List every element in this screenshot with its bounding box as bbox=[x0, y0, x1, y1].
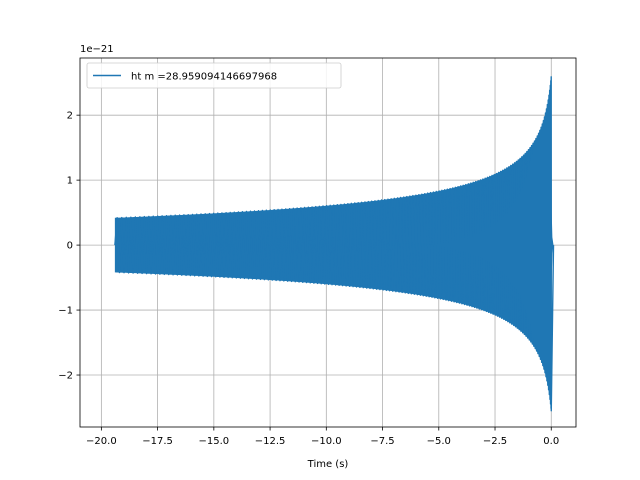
x-tick-label: −17.5 bbox=[142, 436, 173, 447]
y-tick-label: 1 bbox=[67, 176, 73, 187]
x-tick-label: −20.0 bbox=[86, 436, 117, 447]
x-tick-label: −10.0 bbox=[311, 436, 342, 447]
y-tick-label: −2 bbox=[58, 371, 73, 382]
x-axis-ticks: −20.0 −17.5 −15.0 −12.5 −10.0 −7.5 −5.0 −2.5 0.0 bbox=[86, 427, 559, 447]
x-tick-label: −5.0 bbox=[427, 436, 451, 447]
x-tick-label: −2.5 bbox=[483, 436, 507, 447]
y-axis-scale-label: 1e−21 bbox=[80, 44, 114, 55]
y-tick-label: 0 bbox=[67, 241, 73, 252]
y-tick-label: −1 bbox=[58, 306, 73, 317]
x-tick-label: −12.5 bbox=[255, 436, 286, 447]
x-axis-label: Time (s) bbox=[307, 459, 349, 470]
x-tick-label: −7.5 bbox=[370, 436, 394, 447]
legend: ht m =28.959094146697968 bbox=[86, 62, 342, 89]
x-tick-label: 0.0 bbox=[543, 436, 559, 447]
legend-box bbox=[86, 62, 342, 89]
y-tick-label: 2 bbox=[67, 111, 73, 122]
x-tick-label: −15.0 bbox=[199, 436, 230, 447]
legend-label: ht m =28.959094146697968 bbox=[131, 72, 277, 83]
y-axis-ticks: 2 1 0 −1 −2 bbox=[58, 111, 80, 382]
plot-frame bbox=[79, 57, 577, 428]
series-waveform-line bbox=[114, 76, 555, 412]
series-group bbox=[114, 76, 555, 412]
